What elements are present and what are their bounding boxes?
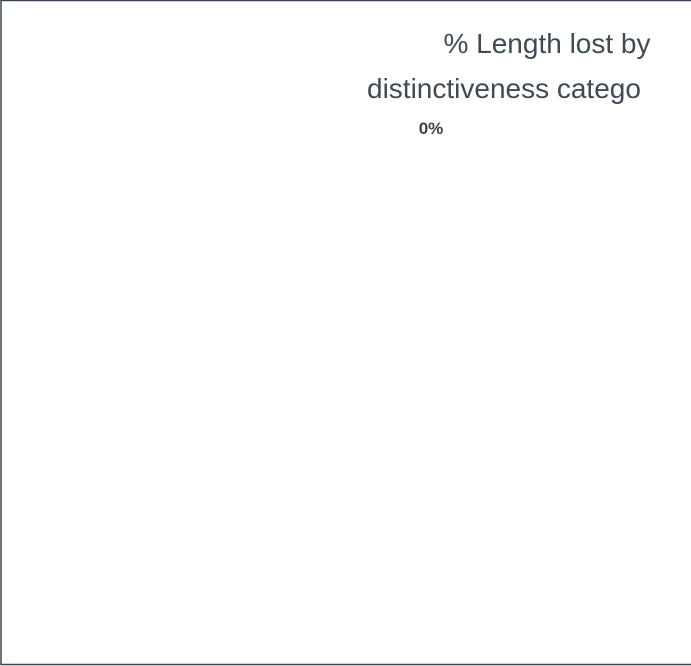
chart-title: distinctiveness catego	[367, 73, 641, 104]
chart-title: % Length lost by	[443, 28, 650, 59]
data-label: 0%	[419, 119, 444, 138]
